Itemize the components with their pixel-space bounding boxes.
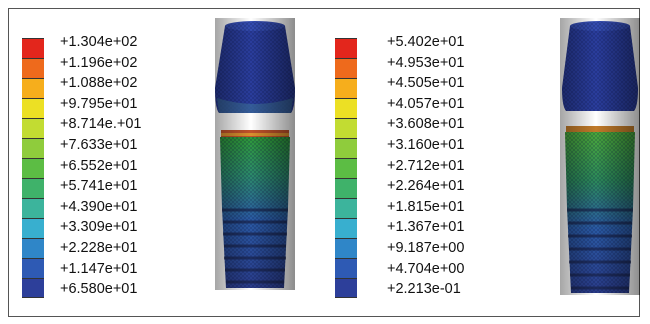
legend-swatch — [22, 158, 44, 178]
legend-swatch — [22, 278, 44, 298]
legend-swatch — [335, 38, 357, 58]
legend-value: +4.953e+01 — [387, 54, 465, 71]
legend-value: +9.187e+00 — [387, 239, 465, 256]
legend-color-scale — [335, 38, 357, 298]
legend-swatch — [335, 58, 357, 78]
legend-swatch — [335, 78, 357, 98]
legend-value: +4.505e+01 — [387, 75, 465, 92]
legend-swatch — [22, 78, 44, 98]
legend-value: +9.795e+01 — [60, 95, 138, 112]
legend-value: +8.714e.+01 — [60, 116, 142, 133]
legend-value: +2.712e+01 — [387, 157, 465, 174]
legend-swatch — [335, 158, 357, 178]
legend-swatch — [22, 218, 44, 238]
legend-swatch — [335, 138, 357, 158]
legend-value: +4.057e+01 — [387, 95, 465, 112]
legend-value: +1.147e+01 — [60, 260, 138, 277]
legend-swatch — [335, 198, 357, 218]
legend-swatch — [22, 138, 44, 158]
legend-swatch — [22, 38, 44, 58]
legend-value: +1.367e+01 — [387, 219, 465, 236]
legend-value: +6.552e+01 — [60, 157, 138, 174]
legend-value: +5.402e+01 — [387, 34, 465, 50]
legend-swatch — [22, 178, 44, 198]
legend-value: +1.088e+02 — [60, 75, 138, 92]
legend-swatch — [22, 198, 44, 218]
legend-swatch — [22, 98, 44, 118]
legend-value: +7.633e+01 — [60, 136, 138, 153]
legend-value: +2.228e+01 — [60, 239, 138, 256]
legend-swatch — [335, 178, 357, 198]
implant-stress-model-left — [215, 18, 295, 290]
legend-value: +1.304e+02 — [60, 34, 138, 50]
legend-color-scale — [22, 38, 44, 298]
legend-value: +3.608e+01 — [387, 116, 465, 133]
legend-swatch — [335, 218, 357, 238]
legend-swatch — [335, 258, 357, 278]
legend-swatch — [335, 278, 357, 298]
legend-swatch — [335, 238, 357, 258]
legend-value: +6.580e+01 — [60, 281, 138, 298]
legend-swatch — [335, 118, 357, 138]
legend-value: +4.704e+00 — [387, 260, 465, 277]
legend-swatch — [335, 98, 357, 118]
legend-swatch — [22, 258, 44, 278]
implant-stress-model-right — [560, 18, 640, 295]
legend-value: +1.196e+02 — [60, 54, 138, 71]
legend-value: +2.213e-01 — [387, 281, 461, 298]
legend-value: +1.815e+01 — [387, 198, 465, 215]
legend-swatch — [22, 118, 44, 138]
legend-value: +5.741e+01 — [60, 178, 138, 195]
legend-value: +3.160e+01 — [387, 136, 465, 153]
legend-swatch — [22, 58, 44, 78]
legend-value: +4.390e+01 — [60, 198, 138, 215]
legend-value: +2.264e+01 — [387, 178, 465, 195]
legend-value: +3.309e+01 — [60, 219, 138, 236]
legend-swatch — [22, 238, 44, 258]
